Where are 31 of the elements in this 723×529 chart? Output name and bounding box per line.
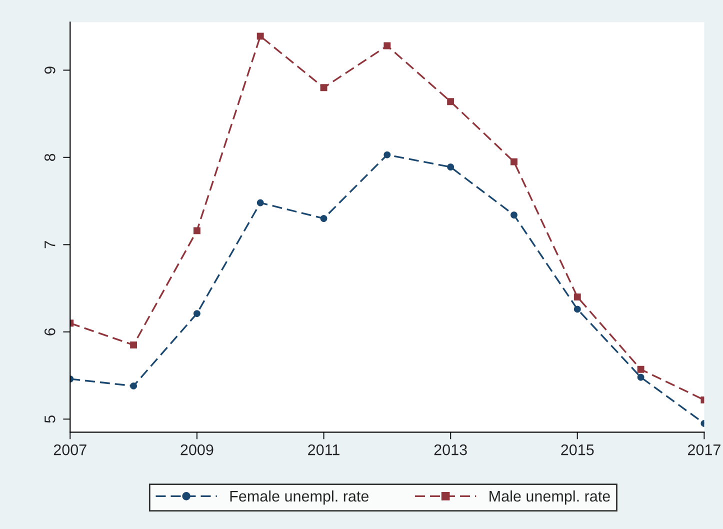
point (574, 306, 581, 313)
y-tick-label: 5 (44, 416, 56, 423)
point (256, 199, 264, 206)
x-tick-label: 2013 (434, 444, 467, 456)
point (447, 164, 454, 170)
x-tick-label: 2017 (688, 444, 720, 456)
point (320, 84, 328, 92)
point (574, 294, 581, 300)
point (510, 212, 518, 218)
y-tick-label: 8 (44, 154, 56, 162)
point (384, 151, 391, 158)
x-tick-label: 2009 (180, 444, 214, 456)
y-tick-label: 9 (44, 66, 56, 74)
point (130, 341, 138, 348)
y-tick-label: 6 (44, 328, 56, 336)
x-tick-label: 2011 (308, 444, 340, 456)
point (384, 42, 391, 50)
point (130, 382, 138, 390)
point (637, 366, 644, 373)
point (193, 227, 200, 234)
y-tick-label: 7 (44, 241, 56, 248)
point (256, 32, 264, 40)
point (447, 98, 454, 106)
point (320, 215, 328, 222)
point (637, 374, 644, 381)
legend-label: Male unempl. rate (490, 490, 610, 505)
x-tick-label: 2007 (54, 444, 86, 456)
x-tick-label: 2015 (561, 444, 594, 456)
point (193, 310, 200, 318)
legend-label: Female unempl. rate (230, 490, 369, 505)
point (510, 158, 518, 166)
